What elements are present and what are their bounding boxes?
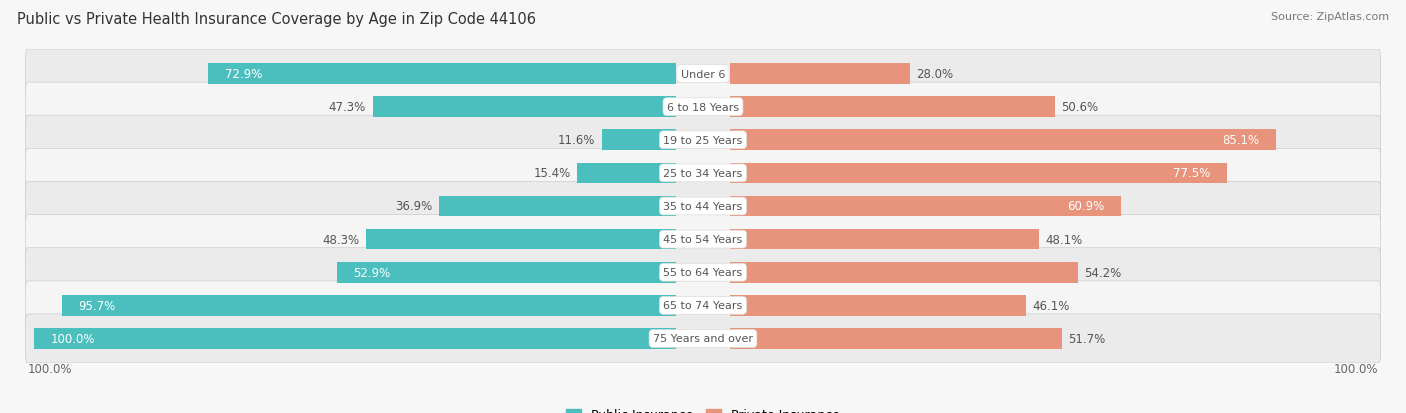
FancyBboxPatch shape — [25, 116, 1381, 165]
Bar — [730, 130, 1277, 151]
Bar — [730, 163, 1227, 184]
Bar — [730, 295, 1026, 316]
FancyBboxPatch shape — [25, 50, 1381, 99]
Text: 45 to 54 Years: 45 to 54 Years — [664, 235, 742, 244]
FancyBboxPatch shape — [25, 215, 1381, 264]
FancyBboxPatch shape — [25, 248, 1381, 297]
Bar — [439, 196, 676, 217]
Bar — [578, 163, 676, 184]
Text: 100.0%: 100.0% — [28, 363, 72, 375]
Bar — [366, 229, 676, 250]
FancyBboxPatch shape — [25, 182, 1381, 231]
Bar — [730, 328, 1062, 349]
Bar — [373, 97, 676, 118]
Text: 47.3%: 47.3% — [329, 101, 366, 114]
Text: 51.7%: 51.7% — [1069, 332, 1105, 345]
Text: 28.0%: 28.0% — [917, 68, 953, 81]
Text: 65 to 74 Years: 65 to 74 Years — [664, 301, 742, 311]
FancyBboxPatch shape — [25, 149, 1381, 198]
Bar — [208, 64, 676, 85]
Text: 25 to 34 Years: 25 to 34 Years — [664, 169, 742, 178]
Text: Source: ZipAtlas.com: Source: ZipAtlas.com — [1271, 12, 1389, 22]
Text: 19 to 25 Years: 19 to 25 Years — [664, 135, 742, 145]
Text: 60.9%: 60.9% — [1067, 200, 1104, 213]
Text: 85.1%: 85.1% — [1222, 134, 1260, 147]
Legend: Public Insurance, Private Insurance: Public Insurance, Private Insurance — [561, 404, 845, 413]
FancyBboxPatch shape — [25, 83, 1381, 132]
Text: 100.0%: 100.0% — [51, 332, 96, 345]
Text: Public vs Private Health Insurance Coverage by Age in Zip Code 44106: Public vs Private Health Insurance Cover… — [17, 12, 536, 27]
Text: Under 6: Under 6 — [681, 69, 725, 79]
Bar — [730, 262, 1078, 283]
Text: 72.9%: 72.9% — [225, 68, 263, 81]
Bar — [730, 97, 1054, 118]
Bar — [34, 328, 676, 349]
Text: 77.5%: 77.5% — [1174, 167, 1211, 180]
Text: 50.6%: 50.6% — [1062, 101, 1098, 114]
Bar — [730, 229, 1039, 250]
Text: 100.0%: 100.0% — [1334, 363, 1378, 375]
FancyBboxPatch shape — [25, 314, 1381, 363]
Text: 36.9%: 36.9% — [395, 200, 433, 213]
Text: 48.1%: 48.1% — [1045, 233, 1083, 246]
Bar — [336, 262, 676, 283]
Bar — [62, 295, 676, 316]
Text: 55 to 64 Years: 55 to 64 Years — [664, 268, 742, 278]
Text: 46.1%: 46.1% — [1032, 299, 1070, 312]
Text: 75 Years and over: 75 Years and over — [652, 334, 754, 344]
Text: 54.2%: 54.2% — [1084, 266, 1122, 279]
Text: 95.7%: 95.7% — [79, 299, 115, 312]
Text: 48.3%: 48.3% — [322, 233, 360, 246]
Text: 35 to 44 Years: 35 to 44 Years — [664, 202, 742, 211]
Bar — [602, 130, 676, 151]
FancyBboxPatch shape — [25, 281, 1381, 330]
Bar — [730, 64, 910, 85]
Text: 6 to 18 Years: 6 to 18 Years — [666, 102, 740, 112]
Text: 11.6%: 11.6% — [558, 134, 595, 147]
Text: 52.9%: 52.9% — [353, 266, 391, 279]
Bar — [730, 196, 1121, 217]
Text: 15.4%: 15.4% — [533, 167, 571, 180]
